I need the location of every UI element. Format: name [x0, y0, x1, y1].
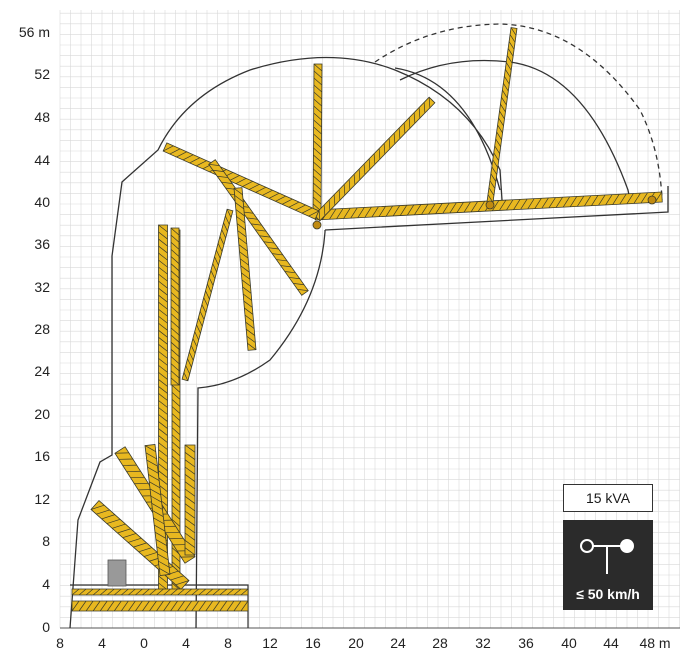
crane-positions — [71, 27, 663, 612]
y-tick-label: 20 — [34, 406, 50, 422]
working-range-envelope — [69, 23, 669, 629]
jib-vertical — [312, 63, 323, 219]
crane-chassis — [71, 600, 249, 612]
mast-lower-fold — [170, 227, 180, 386]
jib-max-luff — [486, 27, 518, 203]
grid — [59, 10, 680, 629]
x-tick-label: 44 — [603, 635, 619, 651]
y-tick-label: 32 — [34, 279, 50, 295]
y-tick-label: 28 — [34, 321, 50, 337]
crane-base-rail — [71, 588, 249, 596]
x-tick-label: 20 — [348, 635, 364, 651]
power-badge: 15 kVA — [563, 484, 653, 512]
mast-diagonal — [181, 208, 234, 382]
x-tick-label: 36 — [518, 635, 534, 651]
y-tick-label: 8 — [42, 533, 50, 549]
y-tick-label: 12 — [34, 491, 50, 507]
trolley-hook — [647, 195, 657, 205]
inner-envelope-line — [195, 230, 326, 629]
x-tick-label: 12 — [262, 635, 278, 651]
dashed-max-arc — [374, 23, 663, 201]
x-tick-label: 24 — [390, 635, 406, 651]
power-label: 15 kVA — [585, 490, 631, 506]
x-tick-label: 0 — [140, 635, 148, 651]
erect-pos-4 — [144, 443, 171, 577]
trolley-hook — [312, 220, 322, 230]
left-base-line — [70, 584, 249, 628]
erect-pos-3 — [184, 444, 196, 556]
jib-mid-fold — [208, 159, 309, 296]
x-tick-label: 8 — [56, 635, 64, 651]
x-tick-label: 32 — [475, 635, 491, 651]
y-tick-label: 0 — [42, 619, 50, 635]
y-tick-label: 40 — [34, 194, 50, 210]
y-tick-label: 24 — [34, 363, 50, 379]
y-tick-label: 56 m — [19, 24, 50, 40]
x-tick-label: 4 — [182, 635, 190, 651]
trolley-hook — [485, 200, 495, 210]
x-axis-ticks: 8 4 0 4 8 12 16 20 24 28 32 36 40 44 48 m — [56, 635, 670, 651]
y-tick-label: 36 — [34, 236, 50, 252]
y-tick-label: 48 — [34, 109, 50, 125]
y-tick-label: 16 — [34, 448, 50, 464]
upper-arc — [399, 59, 631, 201]
y-tick-label: 52 — [34, 66, 50, 82]
x-tick-label: 28 — [432, 635, 448, 651]
x-tick-label: 40 — [561, 635, 577, 651]
x-tick-label: 8 — [224, 635, 232, 651]
wind-badge: ≤ 50 km/h — [563, 520, 653, 610]
y-tick-label: 44 — [34, 152, 50, 168]
wind-limit-label: ≤ 50 km/h — [576, 586, 640, 602]
counterweight — [107, 559, 127, 587]
boom-level-line — [324, 186, 669, 231]
x-tick-label: 48 m — [639, 635, 670, 651]
jib-lowered — [233, 187, 257, 351]
y-tick-label: 4 — [42, 576, 50, 592]
wind-anemometer-icon — [580, 539, 634, 574]
x-tick-label: 4 — [98, 635, 106, 651]
x-tick-label: 16 — [305, 635, 321, 651]
